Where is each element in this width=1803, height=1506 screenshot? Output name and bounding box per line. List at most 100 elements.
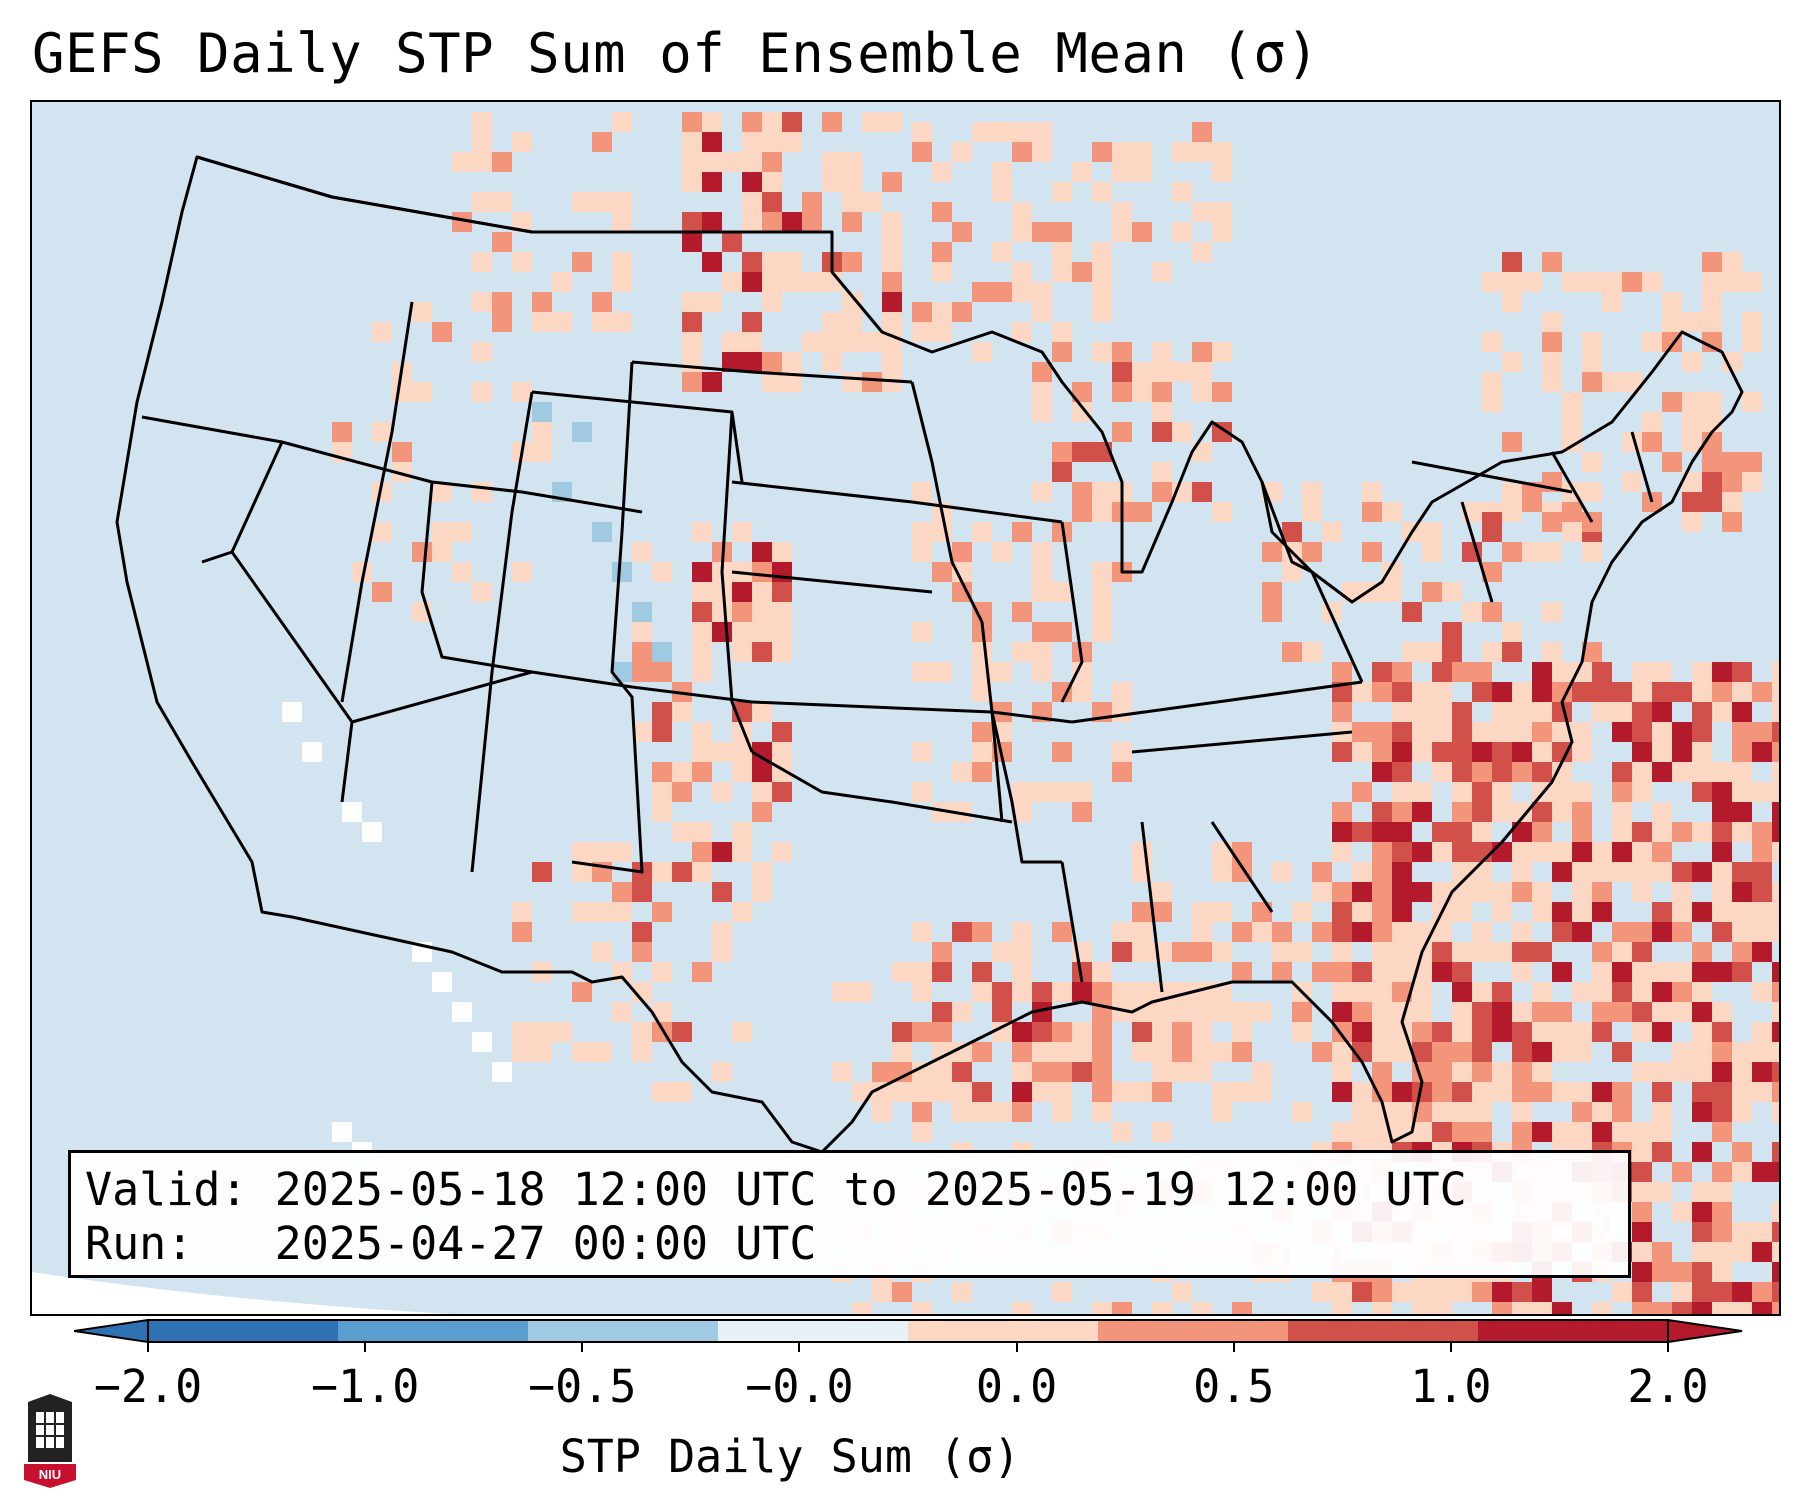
stp-anomaly-cell [752,562,772,582]
stp-anomaly-cell [1732,902,1752,922]
stp-anomaly-cell [552,312,572,332]
stp-anomaly-cell [782,212,802,232]
stp-anomaly-cell [972,282,992,302]
stp-anomaly-cell [932,302,952,322]
stp-anomaly-cell [932,322,952,342]
stp-anomaly-cell [732,742,752,762]
stp-anomaly-cell [1742,312,1762,332]
stp-anomaly-cell [1262,602,1282,622]
stp-anomaly-cell [1652,722,1672,742]
stp-anomaly-cell [1512,802,1532,822]
stp-anomaly-cell [1392,782,1412,802]
stp-anomaly-cell [1532,762,1552,782]
stp-anomaly-cell [1452,962,1472,982]
stp-anomaly-cell [1632,662,1652,682]
stp-anomaly-cell [1492,842,1512,862]
stp-anomaly-cell [1772,1242,1779,1262]
stp-anomaly-cell [1352,1082,1372,1102]
valid-time-text: Valid: 2025-05-18 12:00 UTC to 2025-05-1… [85,1163,1467,1216]
stp-anomaly-cell [612,312,632,332]
stp-anomaly-cell [932,962,952,982]
stp-anomaly-cell [762,272,782,292]
stp-anomaly-cell [1262,582,1282,602]
map-canvas [32,102,1779,1314]
stp-anomaly-cell [1392,662,1412,682]
stp-anomaly-cell [992,542,1012,562]
stp-anomaly-cell [1112,142,1132,162]
stp-anomaly-cell [1072,982,1092,1002]
stp-anomaly-cell [702,212,722,232]
stp-anomaly-cell [1512,1022,1532,1042]
stp-anomaly-cell [1172,1002,1192,1022]
stp-anomaly-cell [1232,1022,1252,1042]
stp-anomaly-cell [862,372,882,392]
stp-anomaly-cell [702,172,722,192]
stp-anomaly-cell [1212,342,1232,362]
stp-anomaly-cell [1672,982,1692,1002]
stp-anomaly-cell [862,112,882,132]
stp-anomaly-cell [1032,402,1052,422]
stp-anomaly-cell [1212,862,1232,882]
stp-anomaly-cell [1432,742,1452,762]
stp-anomaly-cell [1632,1302,1652,1314]
stp-anomaly-cell [1722,252,1742,272]
stp-anomaly-cell [1332,1122,1352,1142]
stp-anomaly-cell [1532,1042,1552,1062]
stp-anomaly-cell [1172,1022,1192,1042]
stp-anomaly-cell [762,252,782,272]
stp-anomaly-cell [1372,982,1392,1002]
stp-anomaly-cell [1532,1082,1552,1102]
stp-anomaly-cell [1512,942,1532,962]
stp-anomaly-cell [612,212,632,232]
stp-anomaly-cell [1632,1262,1652,1282]
stp-anomaly-cell [952,302,972,322]
stp-anomaly-cell [1512,762,1532,782]
stp-anomaly-cell [772,622,792,642]
stp-anomaly-cell [1152,1082,1172,1102]
stp-anomaly-cell [1392,702,1412,722]
stp-anomaly-cell [302,742,322,762]
stp-anomaly-cell [342,802,362,822]
stp-anomaly-cell [1632,702,1652,722]
stp-anomaly-cell [1192,1022,1212,1042]
stp-anomaly-cell [1682,472,1702,492]
stp-anomaly-cell [1722,352,1742,372]
stp-anomaly-cell [1452,782,1472,802]
colorbar-tick-mark [364,1342,367,1352]
stp-anomaly-cell [632,642,652,662]
stp-anomaly-cell [1552,1002,1572,1022]
stp-anomaly-cell [1092,342,1112,362]
stp-anomaly-cell [1612,802,1632,822]
stp-anomaly-cell [1492,682,1512,702]
stp-anomaly-cell [1412,1282,1432,1302]
stp-anomaly-cell [1532,842,1552,862]
colorbar-tick-label: 1.0 [1410,1360,1492,1413]
stp-anomaly-cell [972,722,992,742]
stp-anomaly-cell [1482,602,1502,622]
map-panel [30,100,1781,1316]
stp-anomaly-cell [1312,882,1332,902]
stp-anomaly-cell [1772,1142,1779,1162]
stp-anomaly-cell [1172,1042,1192,1062]
stp-anomaly-cell [842,152,862,172]
stp-anomaly-cell [1692,742,1712,762]
stp-anomaly-cell [1092,582,1112,602]
stp-anomaly-cell [1502,292,1522,312]
stp-anomaly-cell [1582,272,1602,292]
stp-anomaly-cell [1172,362,1192,382]
stp-anomaly-cell [1252,922,1272,942]
stp-anomaly-cell [1582,482,1602,502]
stp-anomaly-cell [742,352,762,372]
stp-anomaly-cell [1772,762,1779,782]
stp-anomaly-cell [1692,1102,1712,1122]
stp-anomaly-cell [1092,562,1112,582]
stp-anomaly-cell [1392,922,1412,942]
stp-anomaly-cell [752,762,772,782]
stp-anomaly-cell [1682,492,1702,512]
stp-anomaly-cell [1572,1082,1592,1102]
stp-anomaly-cell [1672,762,1692,782]
stp-anomaly-cell [732,622,752,642]
stp-anomaly-cell [1012,1302,1032,1314]
stp-anomaly-cell [1362,502,1382,522]
stp-anomaly-cell [972,1102,992,1122]
